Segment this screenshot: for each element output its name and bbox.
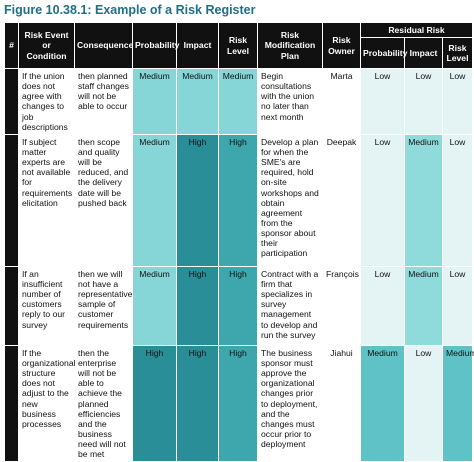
risk-level-cell: High — [218, 344, 258, 462]
risk-event-cell: If the union does not agree with changes… — [18, 68, 75, 135]
header-num: # — [4, 22, 19, 69]
residual-level-cell: Medium — [442, 344, 474, 462]
table-row: 2 If subject matter experts are not avai… — [4, 133, 473, 267]
risk-event-cell: If subject matter experts are not availa… — [18, 133, 75, 267]
risk-event-cell: If an insufficient number of customers r… — [18, 265, 75, 346]
header-residual-probability: Probability — [360, 37, 407, 69]
impact-cell: High — [176, 344, 219, 462]
consequence-cell: then planned staff changes will not be a… — [74, 68, 133, 135]
impact-cell: Medium — [176, 68, 219, 135]
probability-cell: High — [132, 344, 177, 462]
consequence-cell: then the enterprise will not be able to … — [74, 344, 133, 462]
risk-owner-cell: Deepak — [322, 133, 361, 267]
modification-plan-cell: Contract with a firm that specializes in… — [257, 265, 323, 346]
header-residual-risk: Residual Risk — [360, 22, 473, 38]
header-residual-impact: Impact — [404, 37, 443, 69]
residual-probability-cell: Low — [360, 68, 405, 135]
header-risk-owner: Risk Owner — [322, 22, 361, 69]
modification-plan-cell: The business sponsor must approve the or… — [257, 344, 323, 462]
residual-impact-cell: Low — [404, 344, 443, 462]
risk-owner-cell: François — [322, 265, 361, 346]
risk-level-cell: Medium — [218, 68, 258, 135]
header-probability: Probability — [132, 22, 179, 69]
header-impact: Impact — [176, 22, 219, 69]
consequence-cell: then we will not have a representative s… — [74, 265, 133, 346]
residual-impact-cell: Medium — [404, 265, 443, 346]
probability-cell: Medium — [132, 133, 177, 267]
impact-cell: High — [176, 133, 219, 267]
probability-cell: Medium — [132, 68, 177, 135]
risk-event-cell: If the organizational structure does not… — [18, 344, 76, 462]
residual-probability-cell: Low — [360, 133, 405, 267]
impact-cell: High — [176, 265, 219, 346]
residual-probability-cell: Medium — [360, 344, 405, 462]
modification-plan-cell: Begin consultations with the union no la… — [257, 68, 323, 135]
row-number: 1 — [4, 68, 19, 135]
table-row: 1 If the union does not agree with chang… — [4, 68, 473, 135]
consequence-cell: then scope and quality will be reduced, … — [74, 133, 133, 267]
risk-level-cell: High — [218, 133, 258, 267]
header-risk-event: Risk Event or Condition — [18, 22, 75, 69]
table-row: 4 If the organizational structure does n… — [4, 344, 474, 462]
residual-level-cell: Low — [442, 68, 473, 135]
table-row: 3 If an insufficient number of customers… — [4, 265, 473, 346]
residual-level-cell: Low — [442, 265, 473, 346]
residual-impact-cell: Medium — [404, 133, 443, 267]
figure-title: Figure 10.38.1: Example of a Risk Regist… — [4, 3, 256, 17]
risk-owner-cell: Jiahui — [322, 344, 361, 462]
header-risk-level: Risk Level — [218, 22, 258, 69]
header-residual-level: Risk Level — [442, 37, 473, 69]
risk-level-cell: High — [218, 265, 258, 346]
residual-probability-cell: Low — [360, 265, 405, 346]
row-number: 2 — [4, 133, 19, 267]
header-consequence: Consequence — [74, 22, 133, 69]
row-number: 4 — [4, 344, 19, 462]
modification-plan-cell: Develop a plan for when the SME's are re… — [257, 133, 323, 267]
row-number: 3 — [4, 265, 19, 346]
residual-impact-cell: Low — [404, 68, 443, 135]
risk-register-table: # Risk Event or Condition Consequence Pr… — [4, 22, 474, 462]
probability-cell: Medium — [132, 265, 177, 346]
header-modification-plan: Risk Modification Plan — [257, 22, 323, 69]
risk-owner-cell: Marta — [322, 68, 361, 135]
residual-level-cell: Low — [442, 133, 473, 267]
